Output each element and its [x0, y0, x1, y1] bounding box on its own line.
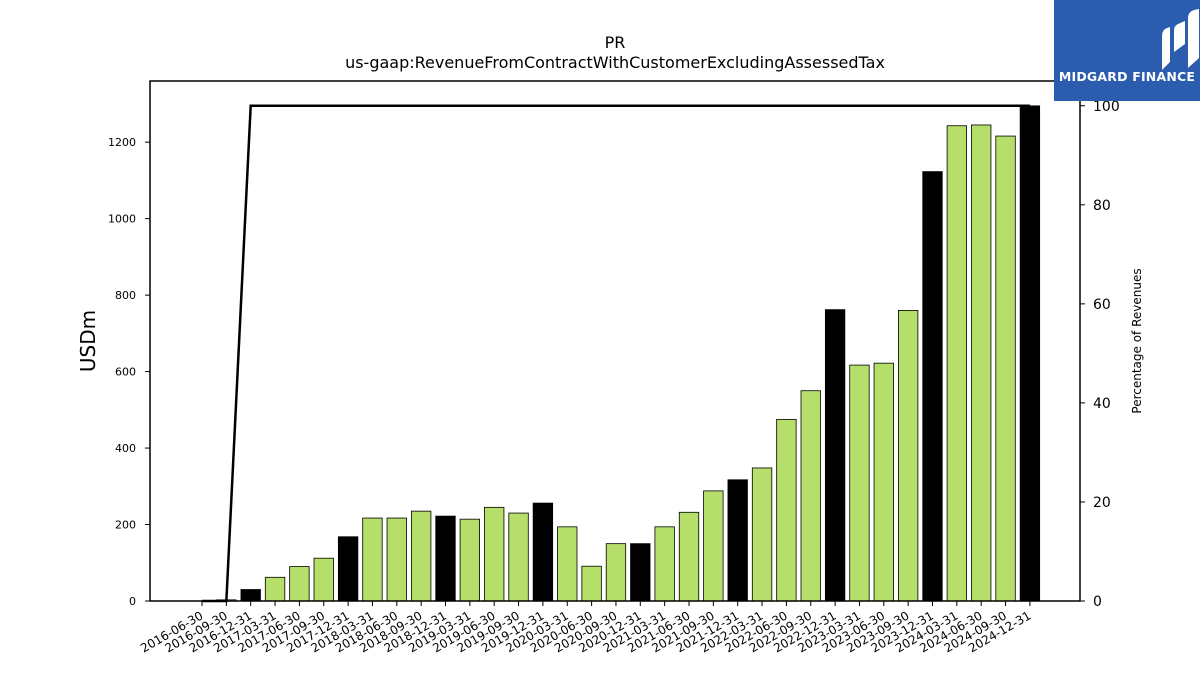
axes-layer: 0200400600800100012000204060801002016-06…	[108, 80, 1120, 655]
bar-2023-12-31	[922, 171, 943, 602]
bar-2019-09-30	[508, 512, 529, 602]
y2-tick-label: 0	[1093, 594, 1102, 610]
bar-2020-12-31	[630, 543, 651, 602]
bar-2018-09-30	[410, 510, 432, 602]
bar-2022-12-31	[824, 309, 846, 602]
y-axis-label: USDm	[76, 310, 100, 372]
y-tick-label: 200	[115, 519, 136, 532]
bar-2017-06-30	[289, 566, 310, 602]
y-tick-label: 1200	[108, 136, 136, 149]
logo-text: MIDGARD FINANCE	[1058, 69, 1196, 84]
y2-tick-label: 60	[1093, 297, 1111, 313]
y2-tick-label: 20	[1093, 495, 1111, 511]
bar-2023-03-31	[849, 364, 870, 602]
chart-title: PR	[605, 33, 626, 52]
y2-tick-label: 80	[1093, 198, 1111, 214]
bar-2024-03-31	[946, 125, 967, 602]
bars-layer	[216, 105, 1041, 602]
bar-2017-09-30	[313, 557, 334, 602]
bar-2023-09-30	[898, 310, 919, 602]
bar-2024-12-31	[1019, 105, 1041, 602]
bar-2018-12-31	[435, 515, 456, 602]
chart-subtitle: us-gaap:RevenueFromContractWithCustomerE…	[345, 53, 885, 72]
y-tick-label: 1000	[108, 213, 136, 226]
plot-frame	[149, 80, 1081, 602]
bar-2021-03-31	[654, 526, 675, 602]
bar-2016-12-31	[240, 589, 261, 602]
bar-2017-03-31	[264, 576, 286, 602]
bar-2024-09-30	[995, 135, 1016, 602]
bar-2023-06-30	[873, 362, 894, 602]
bar-2024-06-30	[971, 124, 992, 602]
bar-2017-12-31	[337, 536, 359, 602]
bar-2022-09-30	[800, 390, 821, 602]
bar-2021-09-30	[703, 490, 724, 602]
bar-2020-09-30	[605, 543, 627, 602]
y-tick-label: 800	[115, 289, 136, 302]
bar-2019-06-30	[484, 506, 505, 602]
bar-2021-12-31	[727, 479, 748, 602]
y-tick-label: 400	[115, 442, 136, 455]
y-tick-label: 0	[129, 595, 136, 608]
y2-tick-label: 40	[1093, 396, 1111, 412]
bar-2020-03-31	[557, 526, 578, 602]
bar-2022-06-30	[776, 418, 797, 602]
bar-2021-06-30	[678, 511, 700, 602]
bar-2022-03-31	[751, 467, 773, 602]
y2-axis-label: Percentage of Revenues	[1130, 268, 1144, 413]
bar-2020-06-30	[581, 565, 602, 602]
bar-2018-06-30	[386, 517, 407, 602]
bar-2019-03-31	[459, 518, 481, 602]
y2-tick-label: 100	[1093, 99, 1120, 115]
bar-2018-03-31	[362, 517, 383, 602]
bar-2019-12-31	[532, 502, 554, 602]
y-tick-label: 600	[115, 366, 136, 379]
percentage-line-layer	[202, 104, 1030, 603]
logo-icon	[1162, 9, 1199, 70]
percentage-line	[202, 104, 1030, 603]
logo: MIDGARD FINANCE	[1054, 0, 1200, 101]
